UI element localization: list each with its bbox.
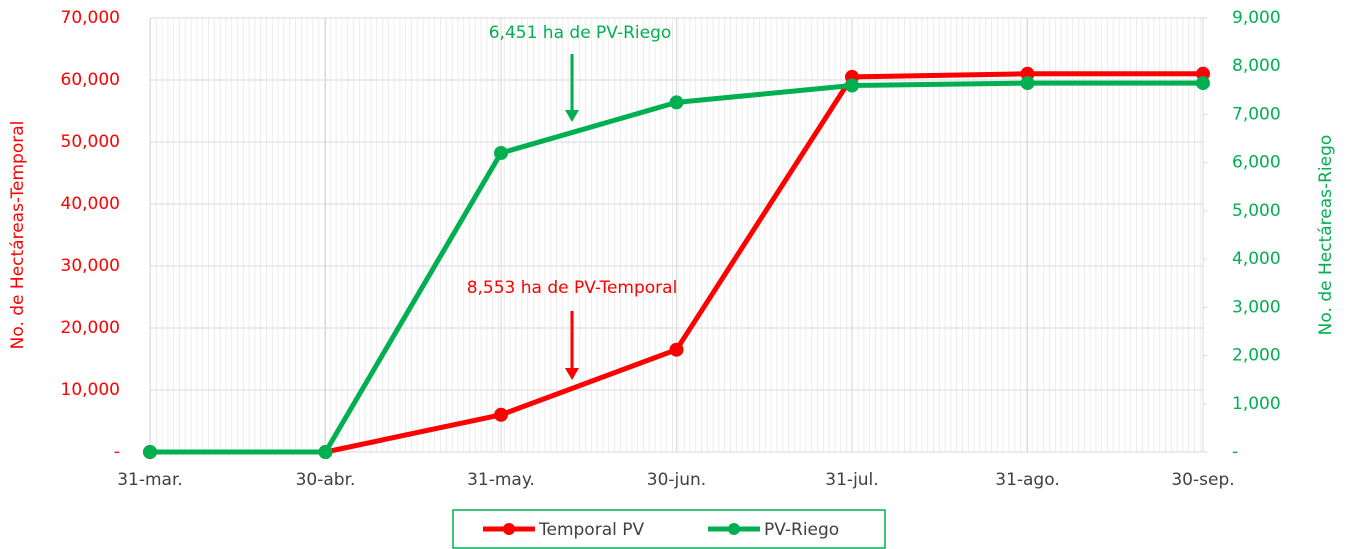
y-tick-label: - (114, 442, 120, 462)
arrow-head (565, 368, 579, 380)
y-tick-label: 70,000 (61, 8, 120, 28)
y-tick-label: 30,000 (61, 256, 120, 276)
y2-tick-label: 6,000 (1232, 153, 1281, 173)
y-tick-label: 50,000 (61, 132, 120, 152)
legend-marker (728, 523, 740, 535)
marker (318, 445, 333, 459)
x-tick-label: 31-mar. (117, 470, 183, 490)
marker (669, 95, 684, 110)
marker (1020, 76, 1035, 91)
x-tick-label: 31-ago. (995, 470, 1059, 490)
y2-tick-label: 3,000 (1232, 297, 1281, 317)
y2-axis-label: No. de Hectáreas-Riego (1316, 135, 1336, 336)
legend-label: Temporal PV (538, 520, 644, 540)
legend-marker (503, 523, 515, 535)
y-tick-label: 20,000 (61, 318, 120, 338)
y-tick-label: 60,000 (61, 70, 120, 90)
marker (494, 146, 508, 161)
y2-tick-label: 7,000 (1232, 104, 1281, 124)
y-tick-label: 10,000 (61, 380, 120, 400)
y2-tick-label: 5,000 (1232, 201, 1281, 221)
x-tick-label: 31-may. (467, 470, 535, 490)
x-tick-label: 30-sep. (1171, 470, 1234, 490)
marker (845, 78, 859, 93)
legend-label: PV-Riego (764, 520, 839, 540)
annotation: 6,451 ha de PV-Riego (489, 23, 672, 43)
marker (1196, 76, 1210, 91)
y-tick-label: 40,000 (61, 194, 120, 214)
y2-tick-label: 8,000 (1232, 56, 1281, 76)
marker (143, 445, 157, 459)
y2-tick-label: 2,000 (1232, 346, 1281, 366)
y2-tick-label: 9,000 (1232, 8, 1281, 28)
y2-tick-label: - (1232, 442, 1238, 462)
y2-tick-label: 4,000 (1232, 249, 1281, 269)
x-tick-label: 30-jun. (647, 470, 706, 490)
y-axis-label: No. de Hectáreas-Temporal (8, 121, 28, 350)
legend-box (452, 509, 886, 549)
marker (494, 407, 508, 422)
marker (669, 342, 684, 357)
y2-tick-label: 1,000 (1232, 394, 1281, 414)
annotation: 8,553 ha de PV-Temporal (467, 278, 678, 298)
arrow-head (565, 110, 579, 122)
x-tick-label: 30-abr. (296, 470, 356, 490)
x-tick-label: 31-jul. (825, 470, 878, 490)
